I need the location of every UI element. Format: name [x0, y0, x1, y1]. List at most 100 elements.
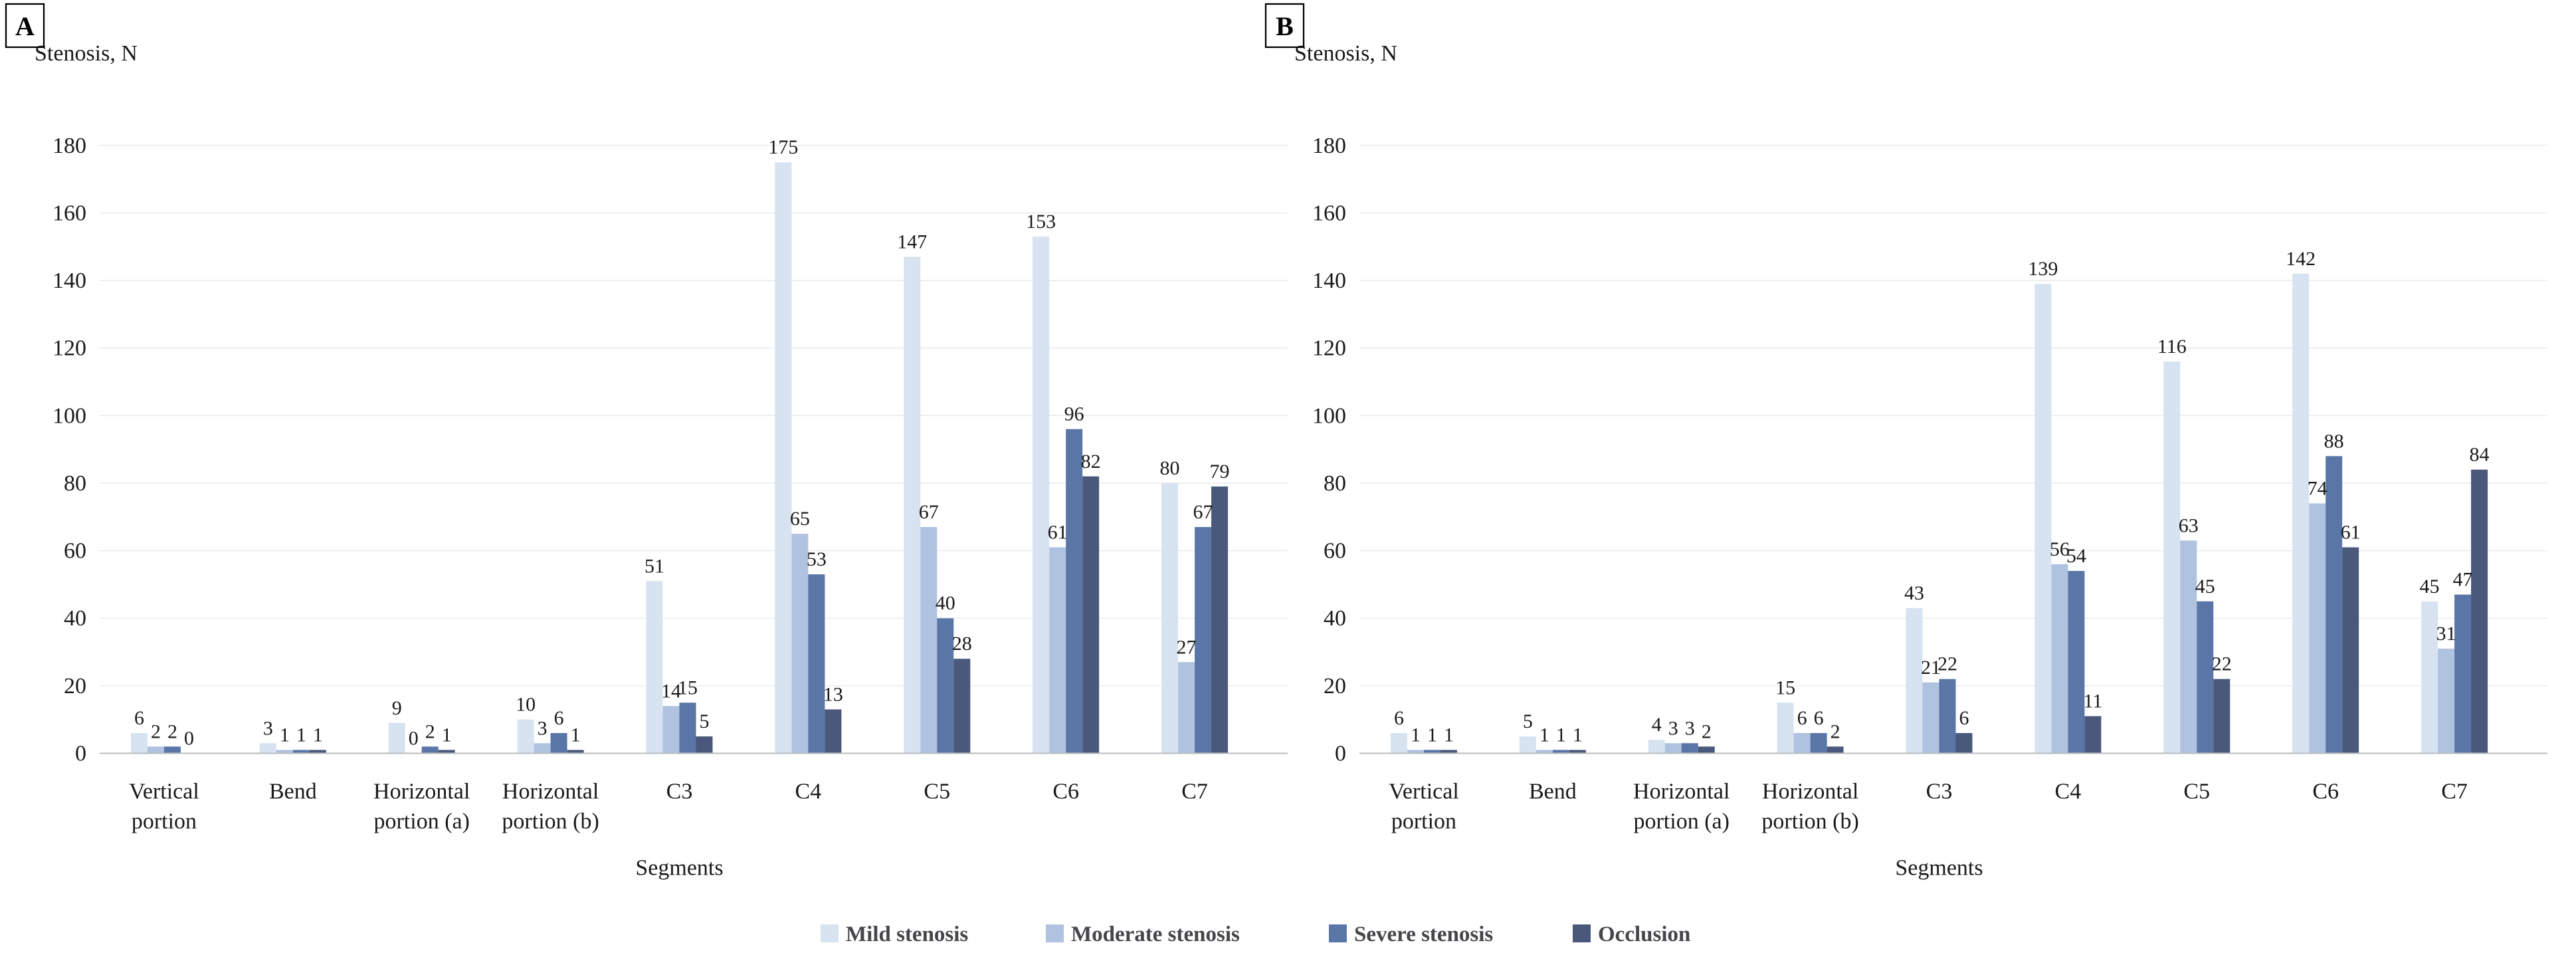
svg-text:120: 120: [1312, 336, 1346, 361]
svg-text:28: 28: [952, 633, 972, 655]
svg-text:portion (a): portion (a): [373, 809, 469, 834]
svg-text:C5: C5: [2183, 780, 2210, 804]
svg-text:31: 31: [2436, 623, 2456, 645]
svg-text:Bend: Bend: [1529, 780, 1577, 804]
svg-text:5: 5: [1523, 710, 1533, 732]
svg-text:20: 20: [1324, 674, 1346, 698]
svg-text:10: 10: [516, 694, 536, 716]
svg-text:175: 175: [768, 136, 798, 158]
svg-text:53: 53: [807, 548, 827, 570]
svg-text:Stenosis, N: Stenosis, N: [1294, 41, 1397, 66]
svg-text:C6: C6: [1052, 780, 1079, 804]
svg-text:1: 1: [1556, 724, 1566, 746]
svg-text:80: 80: [64, 471, 86, 496]
svg-text:140: 140: [1312, 268, 1346, 293]
svg-text:1: 1: [313, 724, 323, 746]
svg-text:88: 88: [2324, 430, 2344, 452]
svg-text:6: 6: [554, 707, 564, 729]
svg-text:180: 180: [1312, 134, 1346, 158]
svg-text:Stenosis, N: Stenosis, N: [35, 41, 138, 66]
svg-text:1: 1: [280, 724, 290, 746]
svg-text:Segments: Segments: [635, 856, 723, 881]
svg-text:11: 11: [2083, 691, 2102, 712]
svg-text:1: 1: [1427, 724, 1437, 746]
svg-text:43: 43: [1904, 582, 1924, 604]
svg-text:65: 65: [790, 508, 810, 530]
svg-text:1: 1: [571, 724, 581, 746]
svg-text:C7: C7: [2441, 780, 2468, 804]
svg-text:47: 47: [2453, 569, 2473, 591]
svg-text:6: 6: [134, 707, 144, 729]
svg-text:portion: portion: [1391, 809, 1456, 834]
svg-text:13: 13: [823, 683, 843, 705]
svg-text:15: 15: [1775, 677, 1795, 698]
svg-text:portion (b): portion (b): [502, 809, 599, 834]
svg-text:Bend: Bend: [269, 780, 317, 804]
svg-text:Segments: Segments: [1895, 856, 1983, 881]
svg-text:45: 45: [2420, 576, 2440, 597]
svg-text:61: 61: [1048, 522, 1068, 544]
svg-text:147: 147: [897, 231, 927, 253]
svg-text:61: 61: [2341, 522, 2361, 544]
svg-text:63: 63: [2179, 514, 2199, 536]
svg-text:22: 22: [1937, 653, 1957, 675]
svg-text:20: 20: [64, 674, 86, 698]
svg-text:C3: C3: [1926, 780, 1953, 804]
svg-text:Horizontal: Horizontal: [1762, 780, 1858, 804]
svg-text:6: 6: [1797, 707, 1807, 729]
svg-text:C4: C4: [2055, 780, 2082, 804]
svg-text:Horizontal: Horizontal: [1633, 780, 1730, 804]
svg-text:67: 67: [919, 501, 939, 523]
svg-text:80: 80: [1160, 457, 1180, 479]
svg-text:portion (b): portion (b): [1761, 809, 1858, 834]
svg-text:C4: C4: [795, 780, 822, 804]
svg-text:67: 67: [1193, 501, 1213, 523]
svg-text:40: 40: [64, 606, 86, 631]
svg-text:1: 1: [442, 724, 452, 746]
svg-text:3: 3: [538, 717, 547, 739]
svg-text:1: 1: [1411, 724, 1421, 746]
svg-text:45: 45: [2195, 576, 2215, 597]
svg-text:Horizontal: Horizontal: [373, 780, 470, 804]
svg-text:142: 142: [2286, 248, 2316, 270]
svg-text:6: 6: [1814, 707, 1824, 729]
svg-text:54: 54: [2066, 545, 2086, 567]
svg-text:3: 3: [1685, 717, 1695, 739]
svg-text:180: 180: [52, 134, 86, 158]
svg-text:0: 0: [409, 728, 419, 750]
svg-text:6: 6: [1394, 707, 1404, 729]
svg-text:0: 0: [75, 742, 86, 766]
svg-text:B: B: [1276, 11, 1294, 41]
svg-text:0: 0: [184, 728, 194, 750]
svg-text:82: 82: [1081, 451, 1101, 473]
svg-text:2: 2: [1702, 720, 1712, 742]
svg-text:60: 60: [1324, 539, 1346, 564]
svg-text:96: 96: [1064, 403, 1084, 425]
svg-text:A: A: [15, 11, 35, 41]
svg-text:6: 6: [1959, 707, 1969, 729]
svg-text:3: 3: [1668, 717, 1678, 739]
svg-text:1: 1: [296, 724, 306, 746]
svg-text:C3: C3: [666, 780, 693, 804]
svg-text:2: 2: [1831, 720, 1840, 742]
svg-text:139: 139: [2028, 258, 2058, 280]
svg-text:120: 120: [52, 336, 86, 361]
svg-text:2: 2: [167, 720, 177, 742]
svg-text:160: 160: [52, 201, 86, 225]
svg-text:portion (a): portion (a): [1633, 809, 1729, 834]
svg-text:80: 80: [1324, 471, 1346, 496]
svg-text:100: 100: [1312, 403, 1346, 428]
svg-text:15: 15: [678, 677, 698, 698]
svg-text:79: 79: [1210, 461, 1230, 482]
svg-text:51: 51: [644, 555, 664, 577]
svg-text:40: 40: [1324, 606, 1346, 631]
svg-text:116: 116: [2157, 336, 2187, 358]
svg-text:2: 2: [425, 720, 435, 742]
svg-text:74: 74: [2308, 477, 2328, 499]
svg-text:portion: portion: [132, 809, 197, 834]
svg-text:60: 60: [64, 539, 86, 564]
svg-text:160: 160: [1312, 201, 1346, 225]
svg-text:2: 2: [151, 720, 161, 742]
svg-text:C6: C6: [2312, 780, 2339, 804]
svg-text:84: 84: [2470, 444, 2490, 466]
